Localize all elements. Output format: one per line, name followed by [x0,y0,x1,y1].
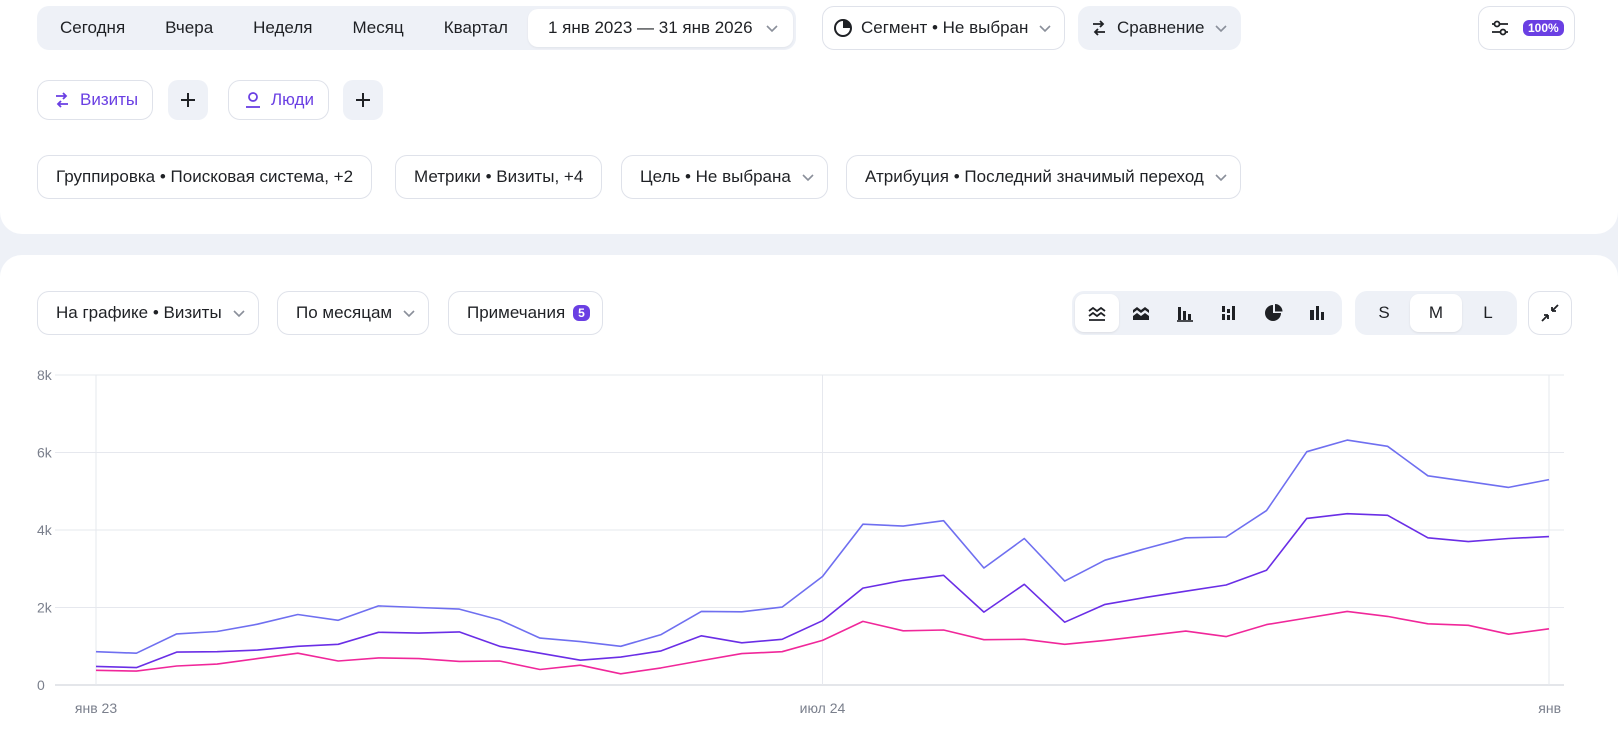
series-line-0 [95,439,1550,654]
metrics-filter[interactable]: Метрики • Визиты, +4 [395,155,603,199]
period-tab-today[interactable]: Сегодня [60,18,126,37]
segment-icon [833,18,853,38]
notes-label: Примечания [467,303,566,322]
series-line-1 [95,512,1550,669]
add-people-button[interactable] [343,80,383,120]
series-line-2 [95,610,1550,675]
plus-icon [354,91,372,109]
sliders-icon [1489,17,1511,39]
collapse-button[interactable] [1528,291,1572,335]
period-tab-month[interactable]: Месяц [352,18,404,37]
chart-panel [0,255,1618,749]
source-visits[interactable]: Визиты [37,80,154,120]
period-tab-yesterday[interactable]: Вчера [165,18,214,37]
settings-badge: 100% [1523,20,1564,36]
chevron-down-icon [799,168,817,186]
collapse-icon [1540,303,1560,323]
chevron-down-icon [1212,168,1230,186]
person-icon [243,90,263,110]
compare-icon [1089,18,1109,38]
goal-filter[interactable]: Цель • Не выбрана [621,155,828,199]
y-tick-label: 2k [37,600,53,616]
date-range-label: 1 янв 2023 — 31 янв 2026 [547,18,753,37]
bar-chart-icon[interactable] [1163,294,1207,332]
line-chart-icon[interactable] [1075,294,1119,332]
source-people[interactable]: Люди [228,80,329,120]
chart-type-toolbar [1072,291,1342,335]
x-tick-label: июл 24 [800,700,846,716]
grouping-filter[interactable]: Группировка • Поисковая система, +2 [37,155,373,199]
size-s-button[interactable]: S [1378,303,1390,322]
stacked-bar-icon[interactable] [1207,294,1251,332]
y-tick-label: 0 [37,677,45,693]
y-tick-label: 6k [37,445,53,461]
chart-svg: 0 2k 4k 6k 8k янв 23 июл 24 янв [37,367,1564,716]
chevron-down-icon [1212,19,1230,37]
comparison-label: Сравнение [1117,18,1205,37]
add-source-button[interactable] [168,80,208,120]
attribution-label: Атрибуция • Последний значимый переход [865,167,1204,186]
date-range-picker[interactable]: 1 янв 2023 — 31 янв 2026 [527,9,793,47]
segment-label: Сегмент • Не выбран [861,18,1029,37]
stacked-area-icon[interactable] [1119,294,1163,332]
x-tick-label: янв 23 [75,700,117,716]
metrics-label: Метрики • Визиты, +4 [414,167,584,186]
size-l-button[interactable]: L [1483,303,1493,322]
attribution-filter[interactable]: Атрибуция • Последний значимый переход [846,155,1241,199]
grouping-label: Группировка • Поисковая система, +2 [56,167,354,186]
y-tick-label: 4k [37,522,53,538]
column-chart-icon[interactable] [1295,294,1339,332]
size-m-button[interactable]: M [1410,294,1462,332]
granularity-dropdown[interactable]: По месяцам [277,291,430,335]
y-tick-label: 8k [37,367,53,383]
chevron-down-icon [1036,19,1054,37]
on-chart-label: На графике • Визиты [56,303,222,322]
notes-count-badge: 5 [573,305,590,321]
source-people-label: Люди [271,90,314,109]
period-tab-quarter[interactable]: Квартал [443,18,508,37]
line-chart: 0 2k 4k 6k 8k янв 23 июл 24 янв [0,355,1618,725]
x-tick-label: янв [1538,700,1561,716]
notes-button[interactable]: Примечания 5 [448,291,603,335]
settings-button[interactable]: 100% [1478,6,1575,50]
goal-label: Цель • Не выбрана [640,167,791,186]
granularity-label: По месяцам [296,303,393,322]
pie-chart-icon[interactable] [1251,294,1295,332]
period-selector: Сегодня Вчера Неделя Месяц Квартал 1 янв… [37,6,796,50]
on-chart-dropdown[interactable]: На графике • Визиты [37,291,259,335]
source-visits-label: Визиты [80,90,139,109]
chevron-down-icon [400,304,418,322]
plus-icon [179,91,197,109]
segment-dropdown[interactable]: Сегмент • Не выбран [822,6,1066,50]
chart-size-toolbar: S M L [1355,291,1517,335]
chevron-down-icon [763,19,781,37]
period-tab-week[interactable]: Неделя [253,18,313,37]
comparison-dropdown[interactable]: Сравнение [1078,6,1242,50]
chevron-down-icon [230,304,248,322]
visits-icon [52,90,72,110]
